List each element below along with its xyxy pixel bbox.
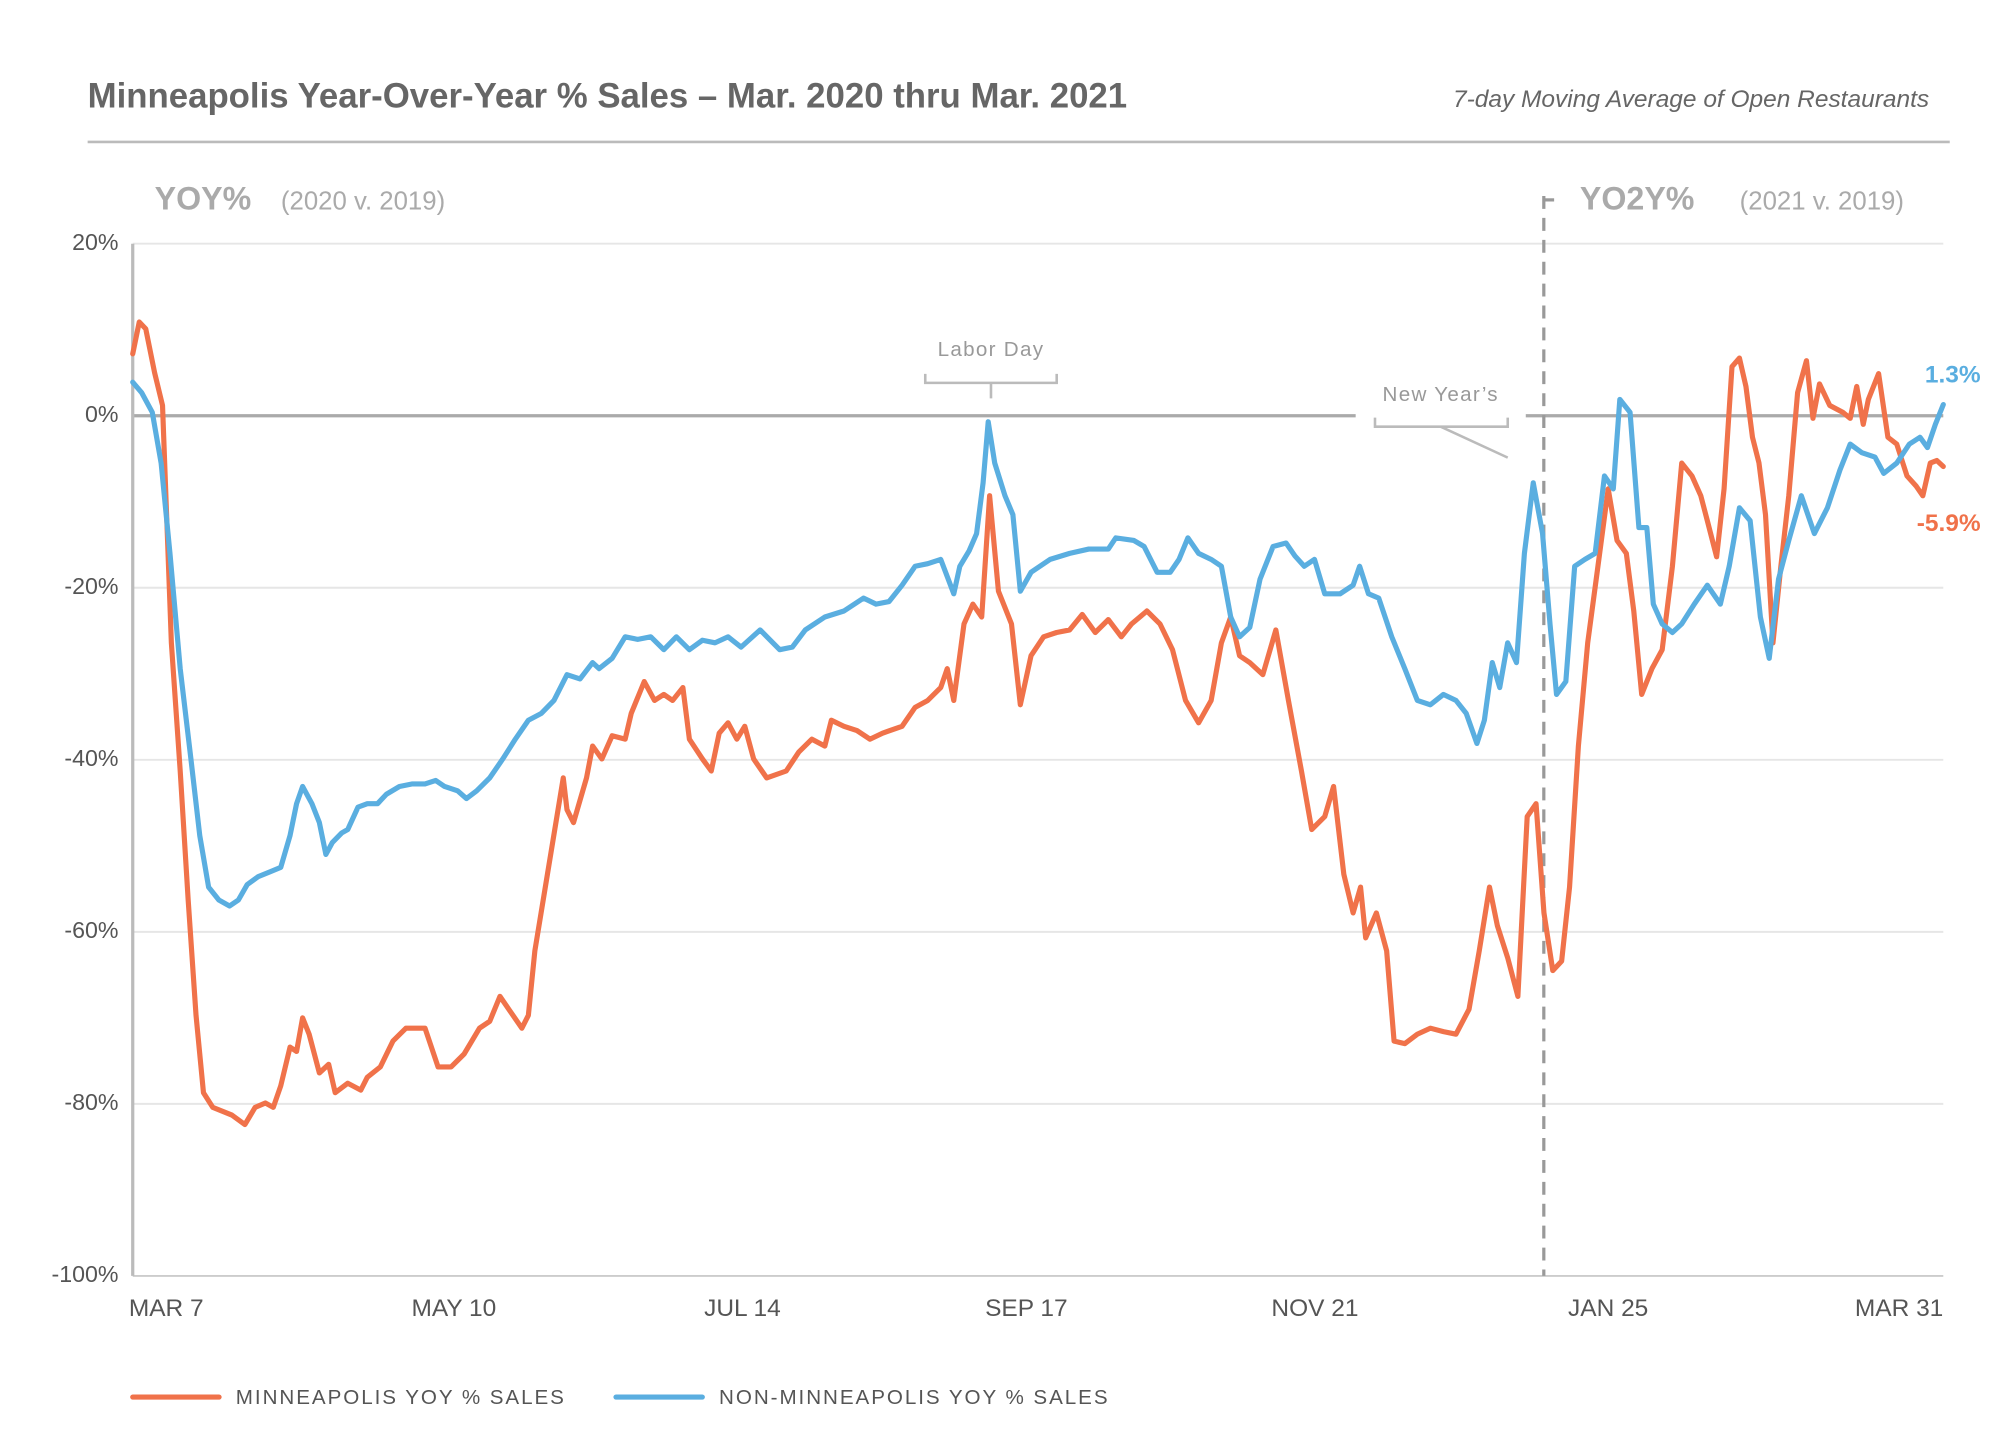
section-label: YO2Y%: [1580, 181, 1695, 217]
y-tick-label: -100%: [52, 1261, 119, 1287]
section-label: YOY%: [155, 181, 252, 217]
x-tick-label: SEP 17: [985, 1295, 1068, 1322]
end-label: 1.3%: [1925, 362, 1981, 389]
y-tick-label: -80%: [64, 1089, 118, 1115]
x-tick-label: JUL 14: [704, 1295, 781, 1322]
end-label: -5.9%: [1917, 510, 1981, 537]
legend: MINNEAPOLIS YOY % SALES NON-MINNEAPOLIS Y…: [130, 1386, 1109, 1409]
section-note: (2020 v. 2019): [281, 187, 445, 215]
x-tick-label: NOV 21: [1271, 1295, 1358, 1322]
y-tick-label: -20%: [64, 573, 118, 599]
y-tick-label: -40%: [64, 745, 118, 771]
x-tick-label: JAN 25: [1568, 1295, 1648, 1322]
grid: 20% 0% -20% -40% -60% -80% -100% MAR 7 MAY 10 JUL…: [52, 229, 1944, 1322]
chart-title: Minneapolis Year-Over-Year % Sales – Mar…: [88, 77, 1127, 115]
annotation-bracket: [923, 373, 1058, 399]
plot: -5.9% 1.3%: [130, 319, 1981, 1128]
legend-label: MINNEAPOLIS YOY % SALES: [236, 1386, 566, 1409]
series-line: [130, 379, 1946, 909]
y-tick-label: 0%: [85, 401, 119, 427]
section-note: (2021 v. 2019): [1740, 187, 1904, 215]
series-line: [130, 319, 1946, 1128]
x-tick-label: MAR 31: [1855, 1295, 1943, 1322]
x-tick-label: MAR 7: [129, 1295, 204, 1322]
decorations: Labor Day New Year’s: [923, 196, 1555, 1276]
y-tick-label: 20%: [72, 229, 118, 255]
label-backdrop: [1355, 404, 1526, 428]
x-tick-label: MAY 10: [411, 1295, 496, 1322]
y-tick-label: -60%: [64, 917, 118, 943]
annotation: Labor Day: [938, 338, 1045, 361]
legend-label: NON-MINNEAPOLIS YOY % SALES: [719, 1386, 1109, 1409]
chart-subtitle: 7-day Moving Average of Open Restaurants: [1453, 86, 1929, 113]
annotation-bracket: [1373, 417, 1510, 459]
annotation: New Year’s: [1383, 383, 1499, 406]
